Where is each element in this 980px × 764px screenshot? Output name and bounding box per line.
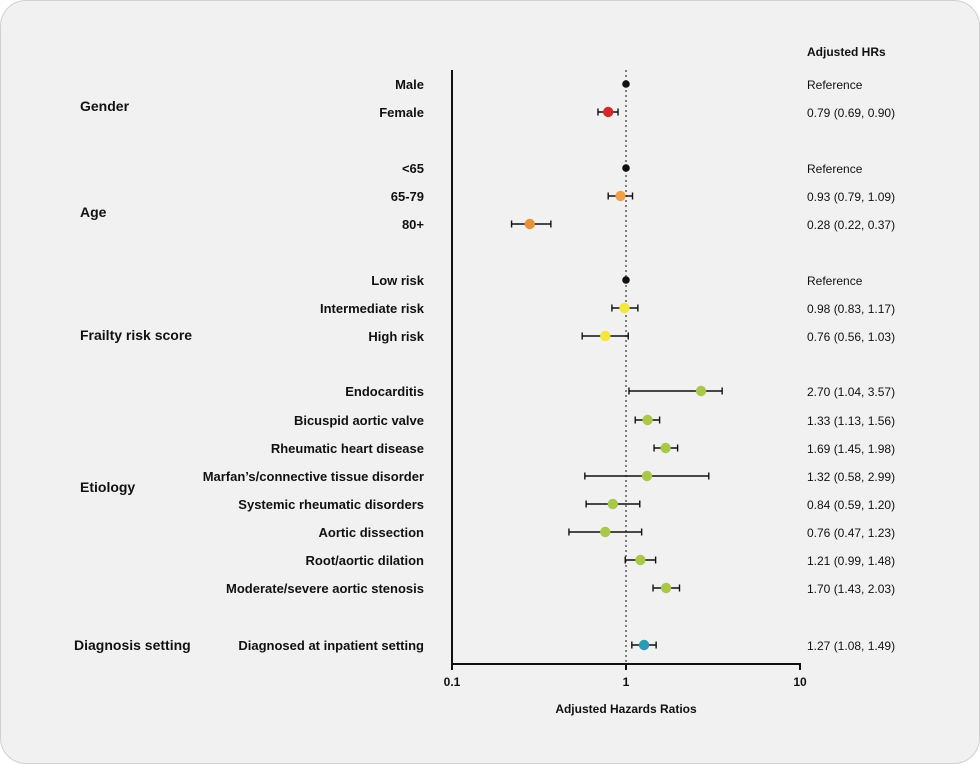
axis-layer: 0.1 1 10: [444, 70, 807, 689]
point-estimate: [600, 526, 611, 538]
row-label: High risk: [368, 329, 424, 344]
forest-row: Diagnosed at inpatient setting 1.27 (1.08…: [238, 638, 895, 653]
hr-value: Reference: [807, 78, 863, 92]
forest-row: Systemic rheumatic disorders 0.84 (0.59, …: [238, 497, 895, 512]
hr-value: 0.76 (0.56, 1.03): [807, 330, 895, 344]
group-label: Gender: [80, 98, 130, 114]
point-estimate: [524, 218, 536, 230]
row-label: Diagnosed at inpatient setting: [238, 638, 424, 653]
forest-row: Marfan’s/connective tissue disorder 1.32 …: [203, 469, 895, 484]
point-estimate: [622, 276, 630, 284]
row-label: Intermediate risk: [320, 301, 425, 316]
hr-value: 1.69 (1.45, 1.98): [807, 442, 895, 456]
point-estimate: [660, 582, 672, 594]
forest-row: Male Reference: [395, 77, 863, 92]
hr-value: 1.33 (1.13, 1.56): [807, 414, 895, 428]
point-estimate: [622, 80, 630, 88]
row-label: Bicuspid aortic valve: [294, 413, 424, 428]
point-estimate: [638, 639, 650, 651]
row-label: Male: [395, 77, 424, 92]
row-label: 65-79: [391, 189, 424, 204]
forest-row: Endocarditis 2.70 (1.04, 3.57): [345, 384, 895, 399]
row-label: Marfan’s/connective tissue disorder: [203, 469, 424, 484]
row-label: Root/aortic dilation: [306, 553, 425, 568]
hr-value: 2.70 (1.04, 3.57): [807, 385, 895, 399]
group-label: Frailty risk score: [80, 327, 192, 343]
group-label: Diagnosis setting: [74, 637, 191, 653]
forest-row: 80+ 0.28 (0.22, 0.37): [402, 217, 895, 232]
group-label: Etiology: [80, 479, 135, 495]
point-estimate: [615, 190, 626, 202]
forest-row: Root/aortic dilation 1.21 (0.99, 1.48): [306, 553, 896, 568]
point-estimate: [641, 470, 653, 482]
forest-row: Aortic dissection 0.76 (0.47, 1.23): [319, 525, 896, 540]
hr-value: Reference: [807, 162, 863, 176]
point-estimate: [602, 106, 614, 118]
hr-value: 0.76 (0.47, 1.23): [807, 526, 895, 540]
hr-value: 0.98 (0.83, 1.17): [807, 302, 895, 316]
row-label: Aortic dissection: [319, 525, 425, 540]
point-estimate: [642, 414, 653, 426]
group-label: Age: [80, 204, 107, 220]
row-label: 80+: [402, 217, 424, 232]
forest-row: <65 Reference: [402, 161, 863, 176]
row-label: Female: [379, 105, 424, 120]
row-label: Endocarditis: [345, 384, 424, 399]
forest-row: 65-79 0.93 (0.79, 1.09): [391, 189, 895, 204]
hr-value: 0.84 (0.59, 1.20): [807, 498, 895, 512]
point-estimate: [622, 164, 630, 172]
hr-value: Reference: [807, 274, 863, 288]
hr-value: 0.93 (0.79, 1.09): [807, 190, 895, 204]
point-estimate: [635, 554, 646, 566]
group-labels-layer: Gender Age Frailty risk score Etiology Diagn…: [74, 98, 192, 653]
row-label: Systemic rheumatic disorders: [238, 497, 424, 512]
hr-value: 0.79 (0.69, 0.90): [807, 106, 895, 120]
hr-value: 1.70 (1.43, 2.03): [807, 582, 895, 596]
rows-layer: Male Reference Female 0.79 (0.69, 0.90) <65 R…: [203, 77, 895, 653]
hr-value: 1.32 (0.58, 2.99): [807, 470, 895, 484]
forest-row: Bicuspid aortic valve 1.33 (1.13, 1.56): [294, 413, 895, 428]
point-estimate: [600, 330, 611, 342]
forest-row: High risk 0.76 (0.56, 1.03): [368, 329, 895, 344]
row-label: Low risk: [371, 273, 425, 288]
row-label: Moderate/severe aortic stenosis: [226, 581, 424, 596]
point-estimate: [607, 498, 619, 510]
x-tick-label: 0.1: [444, 675, 461, 689]
hr-value: 1.27 (1.08, 1.49): [807, 639, 895, 653]
point-estimate: [695, 385, 707, 397]
point-estimate: [660, 442, 671, 454]
x-axis-label: Adjusted Hazards Ratios: [555, 702, 697, 716]
hr-value: 1.21 (0.99, 1.48): [807, 554, 895, 568]
point-estimate: [619, 302, 630, 314]
forest-row: Rheumatic heart disease 1.69 (1.45, 1.98): [271, 441, 895, 456]
row-label: Rheumatic heart disease: [271, 441, 424, 456]
row-label: <65: [402, 161, 424, 176]
forest-row: Intermediate risk 0.98 (0.83, 1.17): [320, 301, 895, 316]
column-header: Adjusted HRs: [807, 45, 886, 59]
hr-value: 0.28 (0.22, 0.37): [807, 218, 895, 232]
forest-row: Moderate/severe aortic stenosis 1.70 (1.4…: [226, 581, 895, 596]
forest-row: Low risk Reference: [371, 273, 862, 288]
x-tick-label: 1: [623, 675, 630, 689]
x-tick-label: 10: [793, 675, 807, 689]
forest-row: Female 0.79 (0.69, 0.90): [379, 105, 895, 120]
